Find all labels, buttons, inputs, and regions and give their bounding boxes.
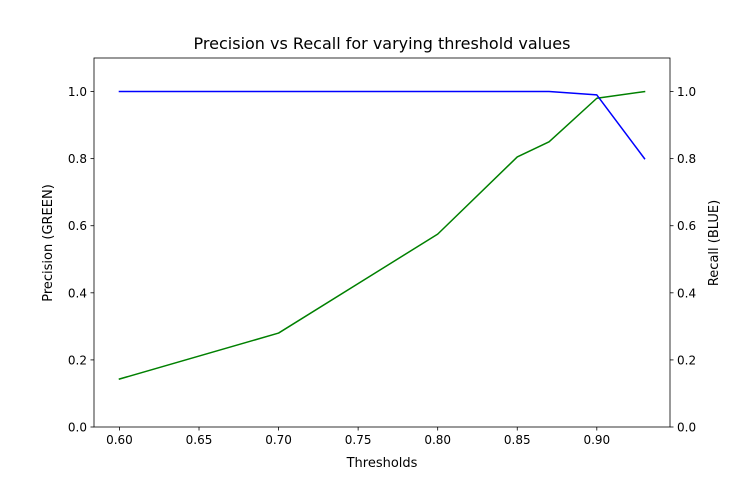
x-tick-label: 0.75 [345,433,372,447]
x-tick-label: 0.60 [106,433,133,447]
y-right-tick-label: 0.6 [677,219,696,233]
y-left-tick-label: 0.6 [68,219,87,233]
y-axis-label-right: Recall (BLUE) [707,200,722,286]
y-left-tick-label: 0.2 [68,353,87,367]
plot-frame [93,57,671,428]
x-tick-label: 0.65 [186,433,213,447]
x-tick-label: 0.85 [504,433,531,447]
y-left-tick-label: 0.8 [68,152,87,166]
recall-series-line [118,90,646,160]
y-right-tick-label: 0.4 [677,286,696,300]
chart-title: Precision vs Recall for varying threshol… [194,34,571,53]
precision-series-line [118,90,646,380]
y-right-tick-label: 0.8 [677,152,696,166]
x-tick-label: 0.70 [265,433,292,447]
y-right-tick-label: 1.0 [677,85,696,99]
y-axis-label-left: Precision (GREEN) [41,184,56,302]
x-tick-label: 0.90 [583,433,610,447]
y-left-tick-label: 1.0 [68,85,87,99]
plot-area: 0.60 0.65 0.70 0.75 0.80 0.85 0.90 0.0 0.2 0.4 0.6… [68,57,696,447]
y-right-tick-label: 0.2 [677,353,696,367]
y-left-tick-label: 0.0 [68,421,87,435]
y-right-tick-label: 0.0 [677,421,696,435]
x-axis-label: Thresholds [346,456,418,471]
y-left-tick-label: 0.4 [68,286,87,300]
x-tick-label: 0.80 [424,433,451,447]
